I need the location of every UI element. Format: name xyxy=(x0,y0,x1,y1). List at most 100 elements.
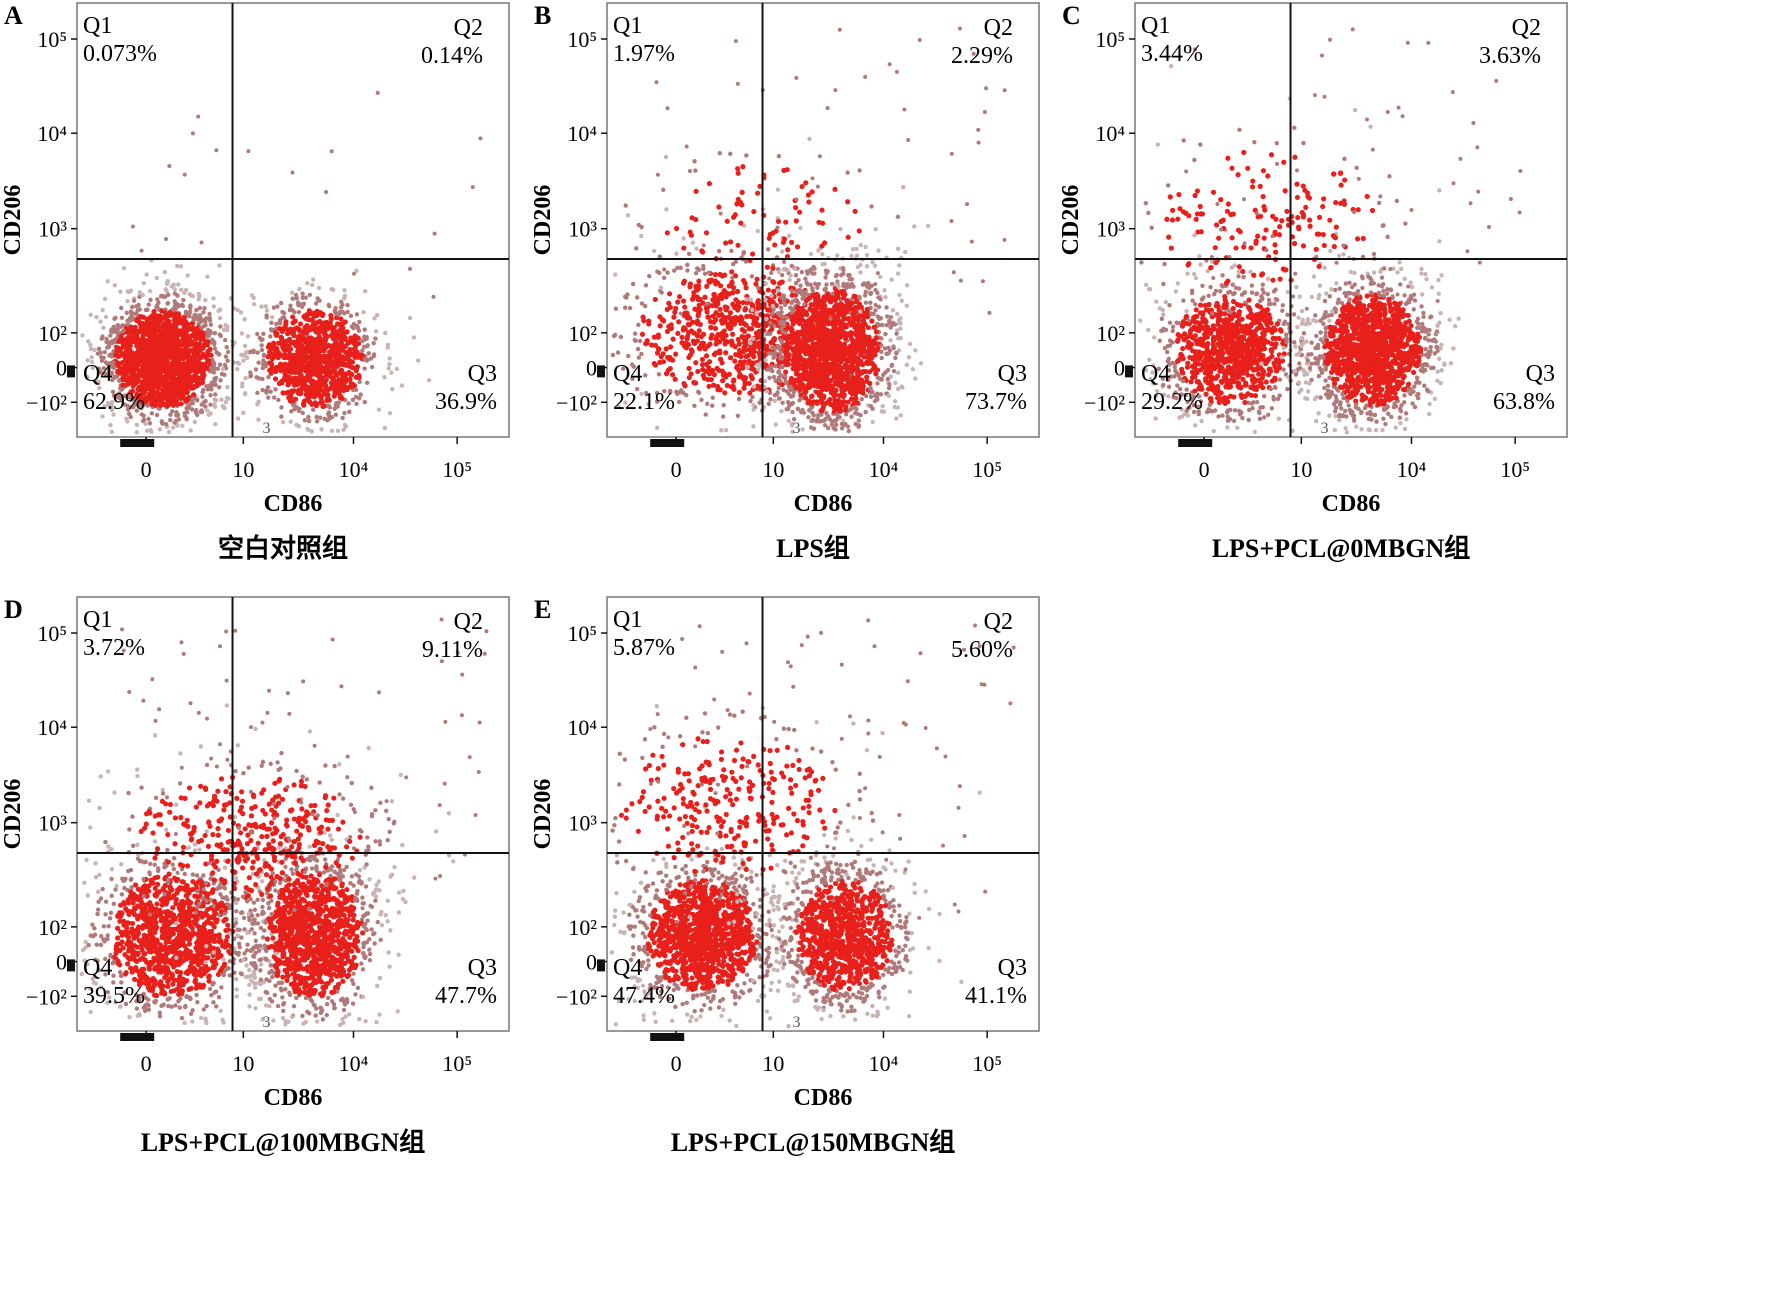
event-dot xyxy=(222,405,227,411)
event-dot xyxy=(706,383,712,389)
event-dot xyxy=(261,353,267,359)
event-dot xyxy=(101,355,106,361)
event-dot xyxy=(217,332,222,337)
event-dot xyxy=(801,342,807,348)
event-dot xyxy=(387,410,393,416)
event-dot xyxy=(207,318,213,323)
event-dot xyxy=(389,370,394,375)
event-dot xyxy=(310,311,316,317)
event-dot xyxy=(781,267,786,272)
event-dot xyxy=(347,409,352,414)
event-dot xyxy=(302,324,308,331)
event-dot xyxy=(890,308,896,313)
event-dot xyxy=(285,347,291,353)
event-dot xyxy=(873,329,879,335)
event-dot xyxy=(798,409,804,415)
event-dot xyxy=(332,309,337,314)
event-dot xyxy=(163,421,169,427)
event-dot xyxy=(245,334,251,339)
event-dot xyxy=(818,408,824,414)
event-dot xyxy=(330,327,336,333)
event-dot xyxy=(256,417,261,422)
event-dot xyxy=(225,349,231,355)
event-dot xyxy=(660,359,667,365)
event-dot xyxy=(217,263,222,268)
event-dot xyxy=(810,316,816,322)
event-dot xyxy=(679,334,685,340)
event-dot xyxy=(666,300,672,306)
event-dot xyxy=(306,418,312,424)
event-dot xyxy=(728,355,734,361)
event-dot xyxy=(343,355,349,361)
event-dot xyxy=(825,293,832,300)
event-dot xyxy=(260,365,266,371)
event-dot xyxy=(755,305,761,312)
event-dot xyxy=(120,328,126,334)
event-dot xyxy=(897,292,902,298)
event-dot xyxy=(251,301,257,307)
event-dot xyxy=(796,277,801,283)
event-dot xyxy=(307,364,313,370)
event-dot xyxy=(183,388,189,394)
event-dot xyxy=(295,355,301,361)
event-dot xyxy=(144,272,149,277)
event-dot xyxy=(338,382,344,388)
event-dot xyxy=(208,402,213,407)
event-dot xyxy=(279,363,285,369)
event-dot xyxy=(785,323,791,330)
event-dot xyxy=(279,328,286,335)
event-dot xyxy=(686,251,692,257)
event-dot xyxy=(213,422,218,427)
event-dot xyxy=(327,358,334,364)
event-dot xyxy=(812,271,817,276)
event-dot xyxy=(145,361,151,367)
event-dot xyxy=(773,364,779,369)
event-dot xyxy=(672,309,678,315)
event-dot xyxy=(840,288,846,294)
event-dot xyxy=(714,383,721,390)
event-dot xyxy=(289,409,294,414)
event-dot xyxy=(100,307,105,313)
event-dot xyxy=(893,355,898,361)
event-dot xyxy=(864,374,870,380)
x-axis-label: CD86 xyxy=(264,491,323,517)
event-dot xyxy=(259,304,264,309)
event-dot xyxy=(108,422,113,428)
event-dot xyxy=(153,361,159,368)
event-dot xyxy=(354,312,360,317)
event-dot xyxy=(778,364,784,369)
event-dot xyxy=(894,416,899,421)
event-dot xyxy=(296,347,302,353)
event-dot xyxy=(180,423,185,429)
event-dot xyxy=(291,388,297,394)
event-dot xyxy=(639,301,645,306)
event-dot xyxy=(161,376,167,382)
event-dot xyxy=(338,316,344,322)
event-dot xyxy=(162,310,168,316)
event-dot xyxy=(137,294,142,300)
event-dot xyxy=(128,389,134,395)
event-dot xyxy=(88,312,93,318)
event-dot xyxy=(764,316,769,322)
event-dot xyxy=(326,302,331,308)
event-dot xyxy=(844,412,849,417)
event-dot xyxy=(259,347,265,353)
event-dot xyxy=(823,386,830,393)
event-dot xyxy=(136,361,142,368)
event-dot xyxy=(366,351,372,356)
event-dot xyxy=(838,359,844,365)
event-dot xyxy=(742,375,749,381)
event-dot xyxy=(895,386,901,391)
event-dot xyxy=(290,356,297,362)
event-dot xyxy=(338,347,345,354)
event-dot xyxy=(800,296,805,301)
event-dot xyxy=(261,331,266,337)
event-dot xyxy=(853,330,859,336)
event-dot xyxy=(735,299,742,306)
event-dot xyxy=(248,370,253,375)
event-dot xyxy=(736,340,742,347)
event-dot xyxy=(272,366,278,372)
event-dot xyxy=(729,338,735,344)
event-dot xyxy=(778,321,783,327)
event-dot xyxy=(320,403,326,410)
